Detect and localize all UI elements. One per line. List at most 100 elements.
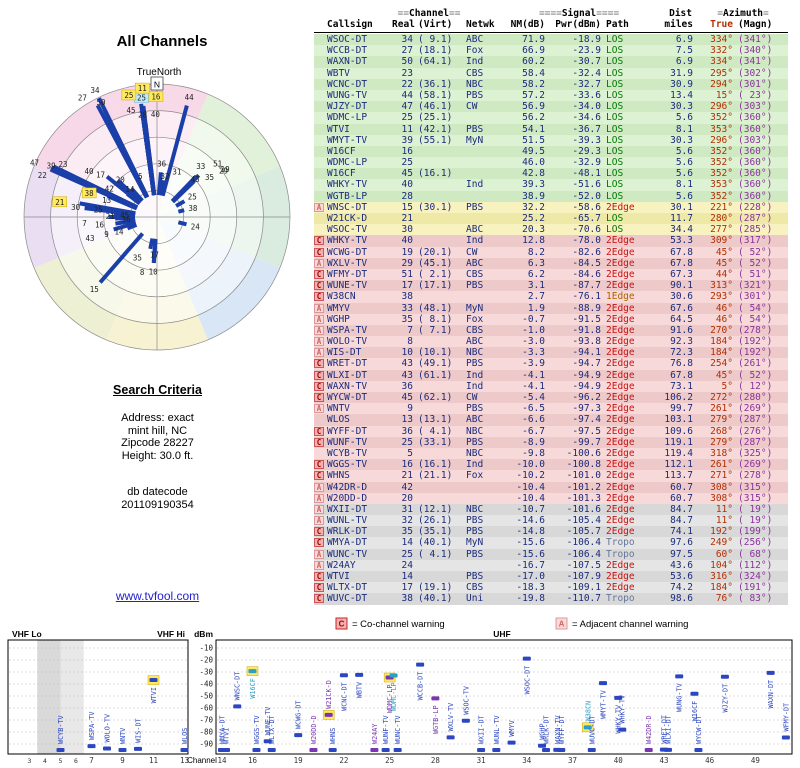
cell-true: 192° xyxy=(710,526,733,538)
table-row: A WOLO-TV 8 ABC -3.0 -93.8 2Edge 92.3 184° (192°) xyxy=(314,336,788,348)
svg-text:WSOC-DT: WSOC-DT xyxy=(523,666,531,695)
cell-callsign: W38CN xyxy=(327,291,356,303)
cell-virt: (55.1) xyxy=(418,134,453,146)
cell-virt xyxy=(418,191,466,202)
cell-netwk: ABC xyxy=(466,257,484,269)
cell-miles: 5.6 xyxy=(675,112,693,124)
cell-nm: -5.4 xyxy=(522,392,545,403)
cell-path: LOS xyxy=(606,145,624,157)
co-channel-badge xyxy=(335,617,348,630)
cell-miles: 72.3 xyxy=(670,347,693,359)
cell-true: 352° xyxy=(710,157,733,169)
cell-path: 2Edge xyxy=(606,447,635,459)
search-criteria: Search Criteria Address: exact mint hill… xyxy=(50,383,265,511)
cell-warn: A xyxy=(314,482,324,492)
cell-magn: ( 52°) xyxy=(738,246,773,258)
cell-miles: 5.6 xyxy=(675,190,693,202)
cell-nm: 66.9 xyxy=(522,45,545,57)
svg-text:51: 51 xyxy=(213,160,222,169)
cell-netwk: CBS xyxy=(466,582,484,594)
cell-true: 221° xyxy=(710,201,733,213)
cell-netwk: CBS xyxy=(466,324,484,336)
chart-legend: C = Co-channel warning A = Adjacent channel… xyxy=(335,617,688,630)
svg-text:WMYT-TV: WMYT-TV xyxy=(600,690,608,719)
cell-real: 14 xyxy=(401,537,413,549)
cell-netwk: Fox xyxy=(466,313,484,325)
svg-text:15: 15 xyxy=(90,285,99,294)
cell-pwr: -97.4 xyxy=(572,414,601,426)
vhf-lo-label: VHF Lo xyxy=(12,629,42,639)
svg-text:5: 5 xyxy=(138,172,143,181)
cell-callsign: W42DR-D xyxy=(327,481,368,493)
cell-true: 318° xyxy=(710,447,733,459)
cell-netwk: CW xyxy=(466,246,478,258)
datecode-label: db datecode xyxy=(127,486,188,498)
cell-netwk: MyN xyxy=(466,537,484,549)
svg-text:19: 19 xyxy=(221,165,230,174)
cell-path: LOS xyxy=(606,89,624,101)
table-row: C WYCW-DT 45 (62.1) CW -5.4 -96.2 2Edge 106.2 272… xyxy=(314,392,788,404)
cell-magn: (360°) xyxy=(738,112,773,124)
cell-pwr: -32.7 xyxy=(572,78,601,90)
cell-true: 46° xyxy=(715,313,733,325)
svg-text:WCNC-DT: WCNC-DT xyxy=(340,682,348,711)
svg-text:WLXI-DT: WLXI-DT xyxy=(664,715,672,744)
cell-warn: A xyxy=(314,549,324,559)
svg-text:-70: -70 xyxy=(199,716,213,725)
cell-nm: 39.3 xyxy=(522,179,545,191)
cell-miles: 7.5 xyxy=(675,45,693,57)
svg-text:WFMY-DT: WFMY-DT xyxy=(782,703,790,732)
cell-real: 45 xyxy=(401,168,413,180)
cell-pwr: -33.6 xyxy=(572,89,601,101)
cell-virt xyxy=(418,213,466,224)
cell-miles: 67.3 xyxy=(670,268,693,280)
svg-text:WHKY-TV: WHKY-TV xyxy=(615,705,623,734)
cell-path: LOS xyxy=(606,224,624,236)
cell-pwr: -76.1 xyxy=(572,291,601,303)
cell-warn: A xyxy=(314,504,324,514)
svg-text:9: 9 xyxy=(104,230,109,239)
cell-warn: C xyxy=(314,359,324,369)
cell-real: 38 xyxy=(401,593,413,605)
cell-magn: (287°) xyxy=(738,414,773,426)
table-row: WDMC-LP 25 (25.1) 56.2 -34.6 LOS 5.6 352° (360°) xyxy=(314,112,788,124)
cell-true: 294° xyxy=(710,78,733,90)
table-row: A WNTV 9 PBS -6.5 -97.3 2Edge 99.7 261° (269°) xyxy=(314,403,788,415)
footer-link-wrap: www.tvfool.com xyxy=(50,589,265,603)
cell-real: 50 xyxy=(401,56,413,68)
table-row: A WUNL-TV 32 (26.1) PBS -14.6 -105.4 2Edge 84.7 1… xyxy=(314,515,788,527)
cell-nm: -16.7 xyxy=(516,559,545,571)
cell-path: Tropo xyxy=(606,548,635,560)
cell-pwr: -70.6 xyxy=(572,224,601,236)
svg-text:16: 16 xyxy=(151,93,161,102)
cell-callsign: W21CK-D xyxy=(327,213,368,224)
table-row: A WMYV 33 (48.1) MyN 1.9 -88.9 2Edge 67.6 46° ( 54… xyxy=(314,302,788,314)
cell-nm: -6.6 xyxy=(522,414,545,426)
cell-callsign: WMYA-DT xyxy=(327,537,368,549)
table-row: A WIS-DT 10 (10.1) NBC -3.3 -94.1 2Edge 72.3 184°… xyxy=(314,347,788,359)
cell-virt xyxy=(418,571,466,582)
cell-pwr: -88.9 xyxy=(572,302,601,314)
cell-true: 277° xyxy=(710,224,733,236)
tvfool-link[interactable]: www.tvfool.com xyxy=(115,589,200,603)
channel-table: ≡≡Channel≡≡ ≡≡≡≡Signal≡≡≡≡ Dist ≡Azimuth… xyxy=(314,8,788,605)
cell-path: LOS xyxy=(606,78,624,90)
cell-warn xyxy=(314,45,326,56)
cell-magn: (340°) xyxy=(738,45,773,57)
table-row: C WGGS-TV 16 (16.1) Ind -10.0 -100.8 2Edge 112.1… xyxy=(314,459,788,471)
cell-magn: ( 52°) xyxy=(738,257,773,269)
cell-callsign: W16CF xyxy=(327,145,356,157)
cell-real: 7 xyxy=(407,324,413,336)
cell-nm: -10.7 xyxy=(516,503,545,515)
cell-callsign: WOLO-TV xyxy=(327,336,368,348)
cell-path: 2Edge xyxy=(606,347,635,359)
cell-path: 2Edge xyxy=(606,280,635,292)
cell-true: 60° xyxy=(715,548,733,560)
cell-miles: 67.8 xyxy=(670,369,693,381)
north-marker-box xyxy=(150,76,164,91)
cell-path: LOS xyxy=(606,190,624,202)
cell-warn: A xyxy=(314,314,324,324)
svg-text:WLTX-DT: WLTX-DT xyxy=(268,715,276,744)
cell-nm: -14.6 xyxy=(516,515,545,527)
